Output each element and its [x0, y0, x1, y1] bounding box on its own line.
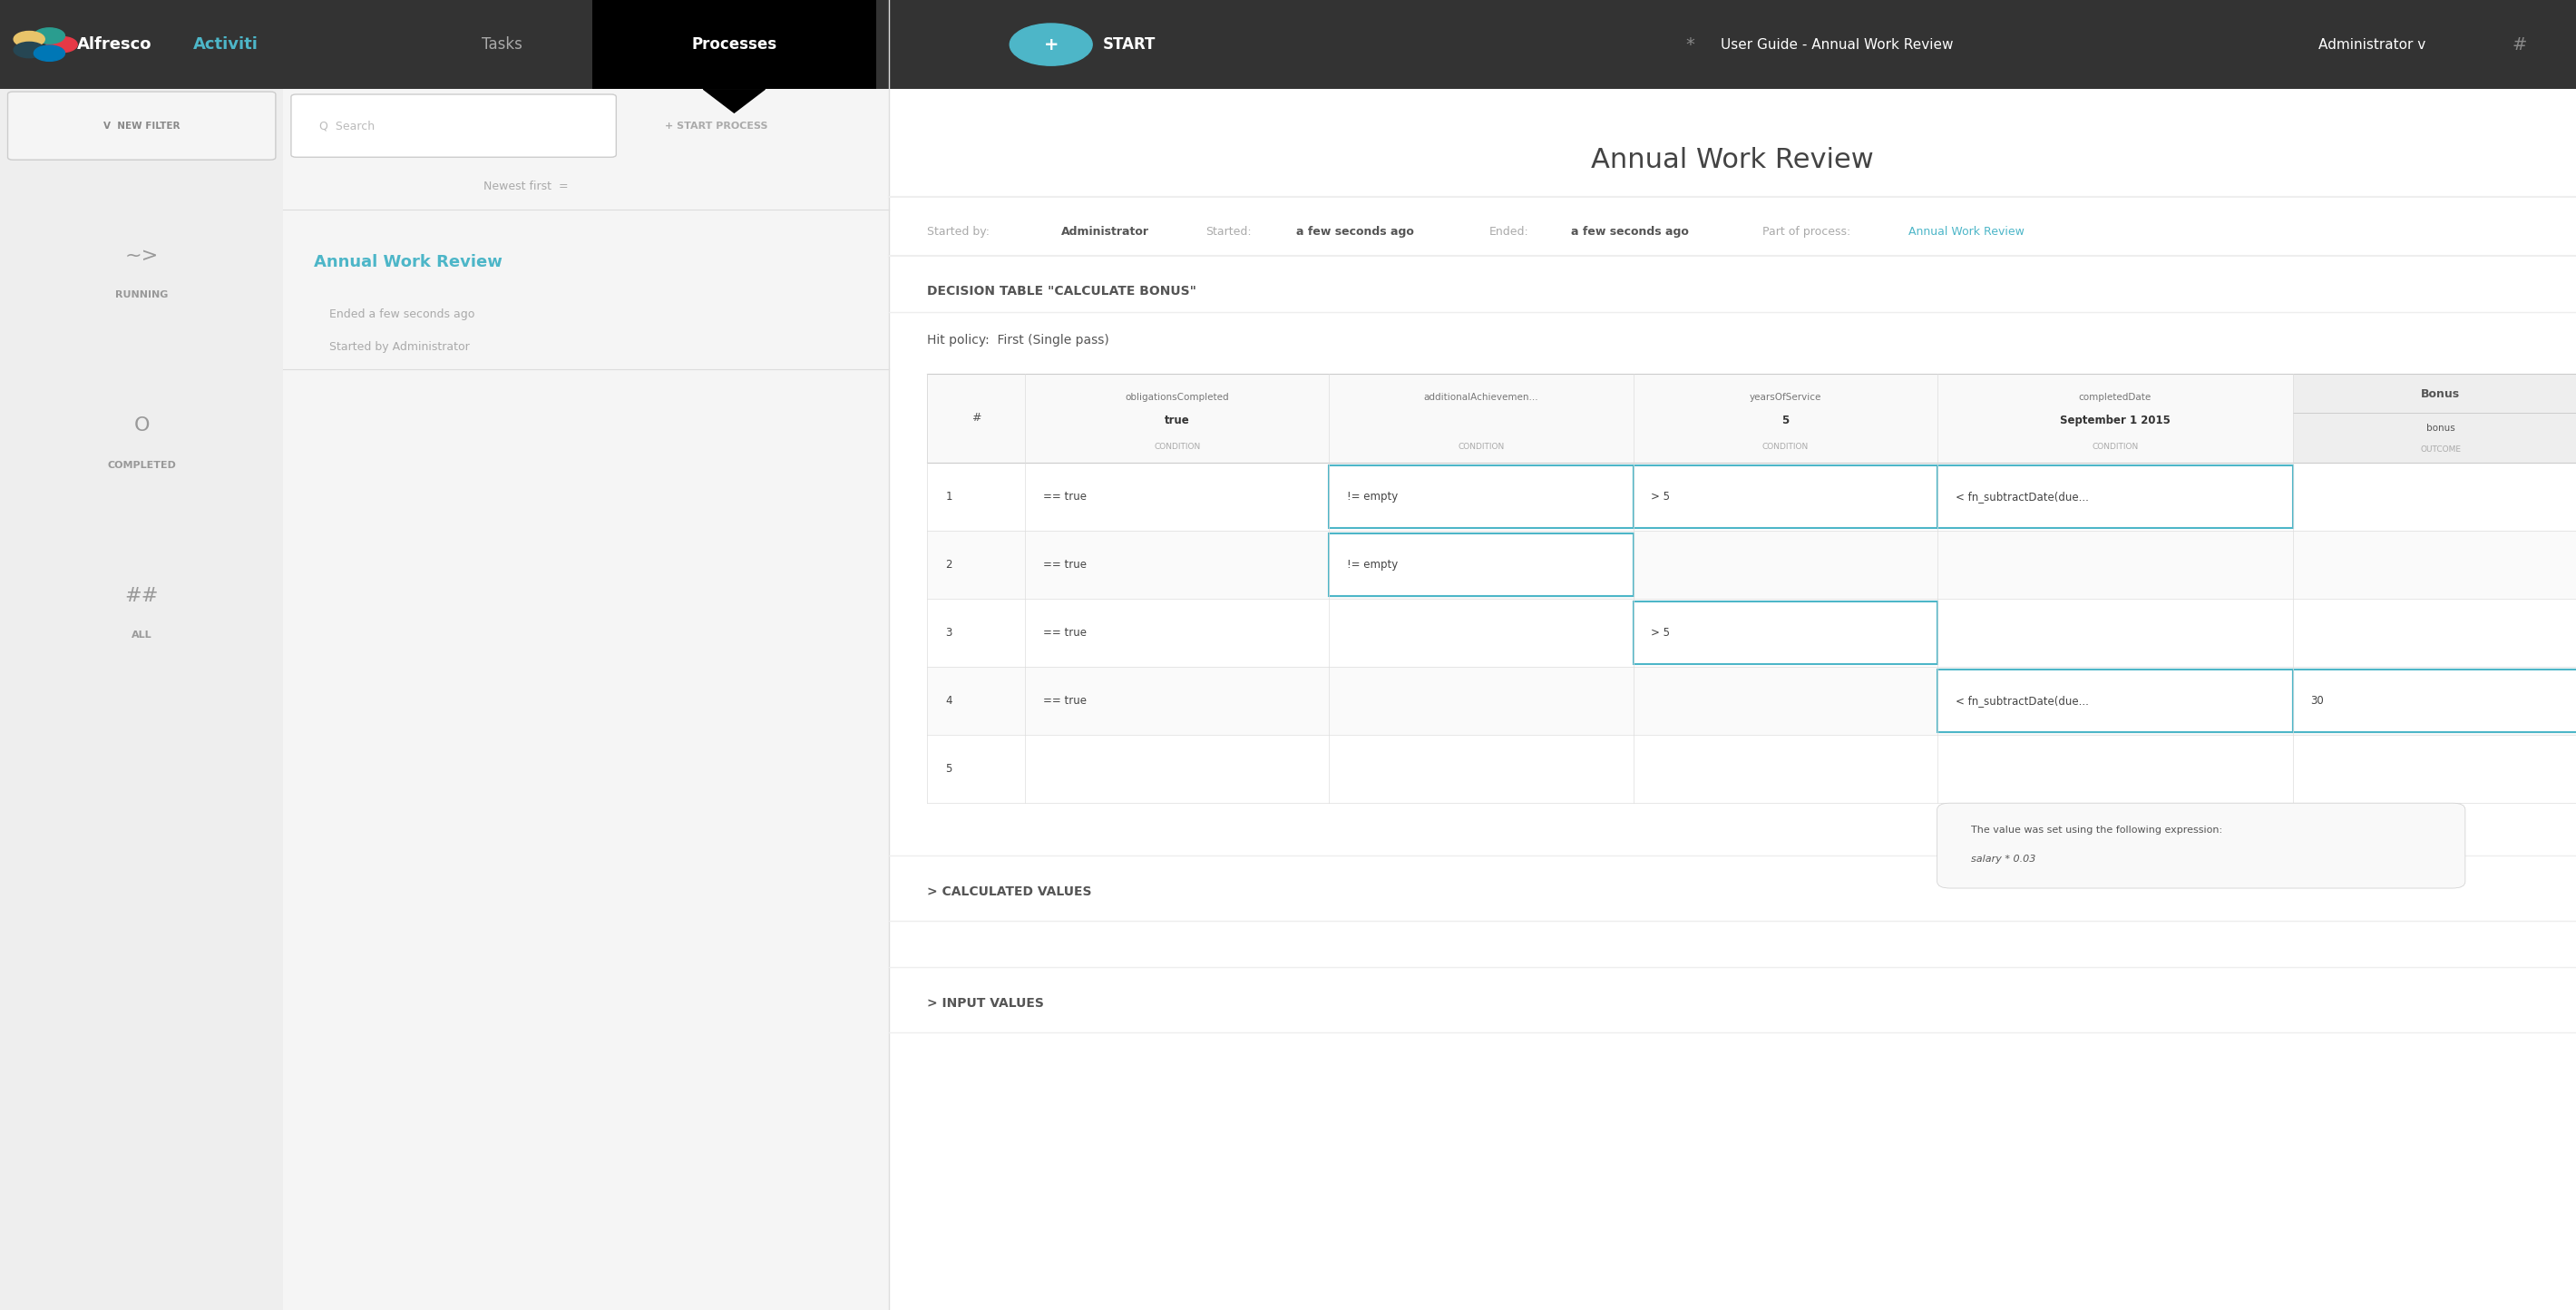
- FancyBboxPatch shape: [927, 373, 2576, 462]
- Text: < fn_subtractDate(due...: < fn_subtractDate(due...: [1955, 694, 2089, 707]
- FancyBboxPatch shape: [2293, 669, 2576, 732]
- Text: RUNNING: RUNNING: [116, 291, 167, 299]
- Text: == true: == true: [1043, 626, 1087, 639]
- FancyBboxPatch shape: [1329, 465, 1633, 528]
- Text: 1: 1: [945, 490, 953, 503]
- Text: Bonus: Bonus: [2421, 388, 2460, 401]
- Text: 4: 4: [945, 694, 953, 707]
- Text: Q  Search: Q Search: [319, 119, 376, 132]
- Text: #: #: [971, 411, 981, 424]
- Text: Ended:: Ended:: [1489, 225, 1528, 238]
- Text: > 5: > 5: [1651, 626, 1669, 639]
- Text: User Guide - Annual Work Review: User Guide - Annual Work Review: [1721, 38, 1953, 51]
- Text: Started:: Started:: [1206, 225, 1252, 238]
- FancyBboxPatch shape: [889, 89, 2576, 1310]
- Text: salary * 0.03: salary * 0.03: [1971, 855, 2035, 863]
- FancyBboxPatch shape: [1937, 465, 2293, 528]
- Text: Tasks: Tasks: [482, 37, 523, 52]
- FancyBboxPatch shape: [1937, 803, 2465, 888]
- Text: September 1 2015: September 1 2015: [2061, 414, 2169, 427]
- FancyBboxPatch shape: [1633, 601, 1937, 664]
- Circle shape: [13, 42, 44, 58]
- Text: == true: == true: [1043, 558, 1087, 571]
- FancyBboxPatch shape: [291, 94, 616, 157]
- Text: 5: 5: [945, 762, 953, 776]
- Text: Started by:: Started by:: [927, 225, 994, 238]
- Text: CONDITION: CONDITION: [1458, 443, 1504, 451]
- Text: completedDate: completedDate: [2079, 393, 2151, 401]
- Text: Part of process:: Part of process:: [1762, 225, 1850, 238]
- FancyBboxPatch shape: [283, 89, 889, 1310]
- Text: 30: 30: [2311, 694, 2324, 707]
- FancyBboxPatch shape: [1937, 669, 2293, 732]
- FancyBboxPatch shape: [927, 667, 2576, 735]
- Text: 3: 3: [945, 626, 953, 639]
- Text: COMPLETED: COMPLETED: [108, 461, 175, 469]
- Text: O: O: [134, 417, 149, 435]
- FancyBboxPatch shape: [927, 599, 2576, 667]
- Text: < fn_subtractDate(due...: < fn_subtractDate(due...: [1955, 490, 2089, 503]
- Text: Hit policy:  First (Single pass): Hit policy: First (Single pass): [927, 334, 1110, 347]
- Text: true: true: [1164, 414, 1190, 427]
- FancyBboxPatch shape: [8, 92, 276, 160]
- Text: *: *: [1685, 35, 1695, 54]
- Text: Alfresco: Alfresco: [77, 37, 152, 52]
- FancyBboxPatch shape: [0, 89, 283, 1310]
- Text: Newest first  =: Newest first =: [484, 179, 567, 193]
- Text: DECISION TABLE "CALCULATE BONUS": DECISION TABLE "CALCULATE BONUS": [927, 284, 1198, 297]
- Text: Activiti: Activiti: [193, 37, 258, 52]
- Circle shape: [1010, 24, 1092, 65]
- Text: Ended a few seconds ago: Ended a few seconds ago: [322, 308, 474, 321]
- Text: ~>: ~>: [124, 246, 160, 265]
- Text: CONDITION: CONDITION: [2092, 443, 2138, 451]
- Circle shape: [33, 46, 64, 62]
- Text: Annual Work Review: Annual Work Review: [1909, 225, 2025, 238]
- Text: a few seconds ago: a few seconds ago: [1296, 225, 1414, 238]
- Text: +: +: [1043, 35, 1059, 54]
- Text: CONDITION: CONDITION: [1762, 443, 1808, 451]
- Text: Annual Work Review: Annual Work Review: [1592, 147, 1873, 173]
- Text: > 5: > 5: [1651, 490, 1669, 503]
- Text: Administrator v: Administrator v: [2318, 38, 2427, 51]
- FancyBboxPatch shape: [592, 0, 876, 89]
- Text: #: #: [2512, 35, 2527, 54]
- Circle shape: [33, 28, 64, 43]
- Text: == true: == true: [1043, 490, 1087, 503]
- FancyBboxPatch shape: [0, 0, 2576, 89]
- Text: ##: ##: [124, 587, 160, 605]
- Text: yearsOfService: yearsOfService: [1749, 393, 1821, 401]
- Text: START: START: [1103, 37, 1157, 52]
- Text: + START PROCESS: + START PROCESS: [665, 122, 768, 130]
- Circle shape: [46, 37, 77, 52]
- FancyBboxPatch shape: [2293, 373, 2576, 462]
- Text: != empty: != empty: [1347, 490, 1399, 503]
- Text: additionalAchievemen...: additionalAchievemen...: [1425, 393, 1538, 401]
- Polygon shape: [703, 89, 765, 113]
- FancyBboxPatch shape: [927, 531, 2576, 599]
- FancyBboxPatch shape: [1633, 465, 1937, 528]
- Text: 5: 5: [1783, 414, 1788, 427]
- Text: > INPUT VALUES: > INPUT VALUES: [927, 997, 1043, 1010]
- Circle shape: [13, 31, 44, 47]
- Text: == true: == true: [1043, 694, 1087, 707]
- Text: a few seconds ago: a few seconds ago: [1571, 225, 1690, 238]
- FancyBboxPatch shape: [927, 462, 2576, 531]
- Text: Started by Administrator: Started by Administrator: [322, 341, 469, 354]
- Text: Annual Work Review: Annual Work Review: [314, 254, 502, 270]
- Text: Administrator: Administrator: [1061, 225, 1149, 238]
- Text: Processes: Processes: [690, 37, 778, 52]
- Text: obligationsCompleted: obligationsCompleted: [1126, 393, 1229, 401]
- Text: CONDITION: CONDITION: [1154, 443, 1200, 451]
- Text: != empty: != empty: [1347, 558, 1399, 571]
- FancyBboxPatch shape: [1329, 533, 1633, 596]
- Text: bonus: bonus: [2427, 424, 2455, 432]
- FancyBboxPatch shape: [927, 735, 2576, 803]
- Text: OUTCOME: OUTCOME: [2421, 445, 2460, 453]
- Text: V  NEW FILTER: V NEW FILTER: [103, 122, 180, 130]
- Text: ALL: ALL: [131, 631, 152, 639]
- Text: > CALCULATED VALUES: > CALCULATED VALUES: [927, 886, 1092, 899]
- Text: The value was set using the following expression:: The value was set using the following ex…: [1971, 827, 2223, 834]
- Text: 2: 2: [945, 558, 953, 571]
